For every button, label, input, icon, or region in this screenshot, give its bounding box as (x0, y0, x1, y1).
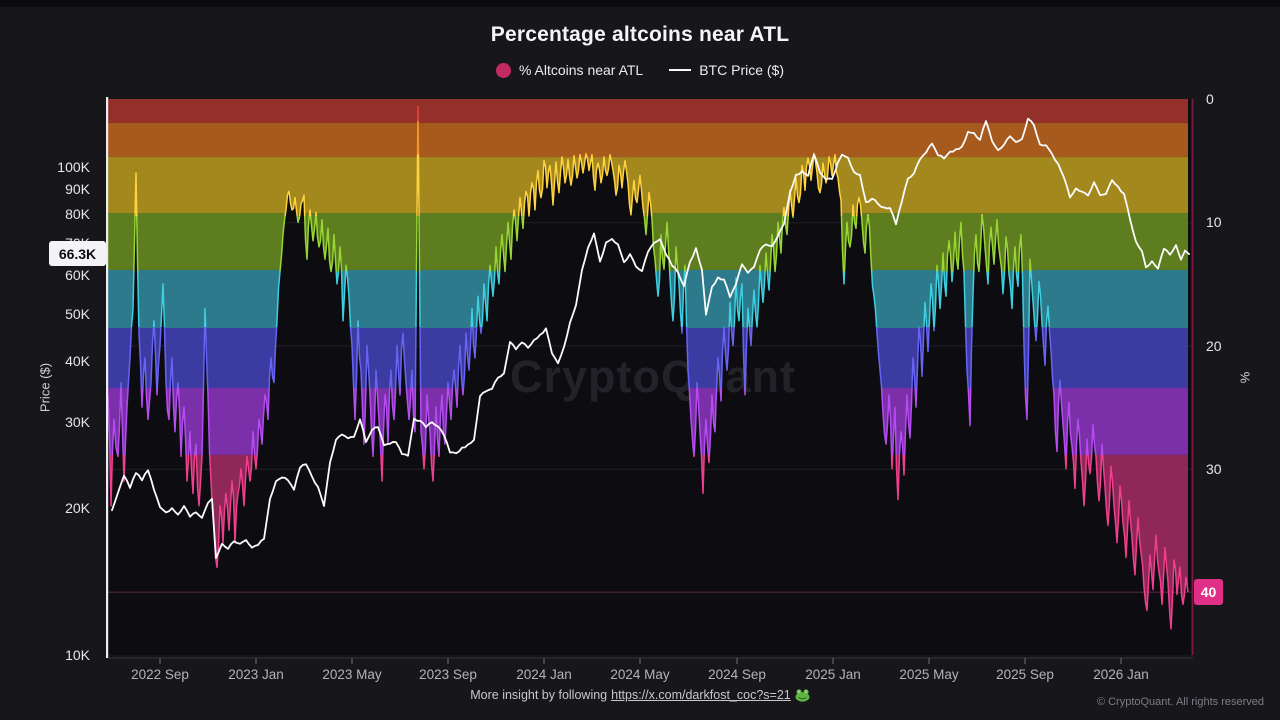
x-axis-tick-2022-sep: 2022 Sep (131, 667, 189, 682)
left-axis-tick-30K: 30K (65, 414, 90, 431)
x-axis-tick-2023-jan: 2023 Jan (228, 667, 284, 682)
legend-item-altcoins: % Altcoins near ATL (495, 62, 644, 78)
legend-label-altcoins: % Altcoins near ATL (518, 62, 644, 78)
top-strip (0, 0, 1280, 7)
page-title: Percentage altcoins near ATL (490, 23, 790, 46)
footer-note: More insight by following https://x.com/… (0, 688, 1280, 702)
x-axis-tick-2025-may: 2025 May (899, 667, 959, 682)
x-axis-tick-2023-sep: 2023 Sep (419, 667, 477, 682)
x-axis-tick-2025-jan: 2025 Jan (805, 667, 861, 682)
left-axis-tick-10K: 10K (65, 647, 90, 663)
left-axis-tick-60K: 60K (65, 267, 90, 284)
btc-series-line-icon (669, 69, 692, 71)
x-axis-tick-2023-may: 2023 May (322, 667, 382, 682)
altcoins-current-pct-badge: 40 (1194, 579, 1223, 605)
right-axis-title: % (1237, 371, 1253, 384)
svg-text:CryptoQuant: CryptoQuant (510, 351, 796, 402)
left-axis-tick-50K: 50K (65, 305, 90, 322)
right-axis-tick-30: 30 (1206, 460, 1222, 477)
x-axis-tick-2024-may: 2024 May (610, 667, 670, 682)
altcoins-series-dot-icon (495, 62, 511, 78)
left-axis-tick-20K: 20K (65, 500, 90, 517)
copyright-text: © CryptoQuant. All rights reserved (1096, 696, 1264, 708)
x-axis-tick-2026-jan: 2026 Jan (1093, 667, 1149, 682)
x-axis-tick-2025-sep: 2025 Sep (996, 667, 1054, 682)
left-axis-tick-40K: 40K (65, 353, 90, 370)
left-axis-tick-90K: 90K (65, 181, 90, 198)
right-axis-tick-0: 0 (1206, 91, 1214, 107)
right-axis-tick-20: 20 (1206, 337, 1222, 354)
legend-item-btc: BTC Price ($) (669, 62, 784, 78)
x-axis-tick-2024-jan: 2024 Jan (516, 667, 572, 682)
btc-current-price-badge: 66.3K (49, 241, 106, 266)
footer-prefix: More insight by following (470, 688, 608, 702)
right-axis-tick-10: 10 (1206, 214, 1222, 231)
x-axis-tick-2024-sep: 2024 Sep (708, 667, 766, 682)
left-axis-tick-80K: 80K (65, 206, 90, 223)
frog-emoji-icon (795, 688, 810, 702)
footer-link[interactable]: https://x.com/darkfost_coc?s=21 (611, 688, 791, 702)
legend: % Altcoins near ATL BTC Price ($) (0, 62, 1280, 78)
left-axis-tick-100K: 100K (57, 159, 90, 175)
legend-label-btc: BTC Price ($) (699, 62, 785, 78)
